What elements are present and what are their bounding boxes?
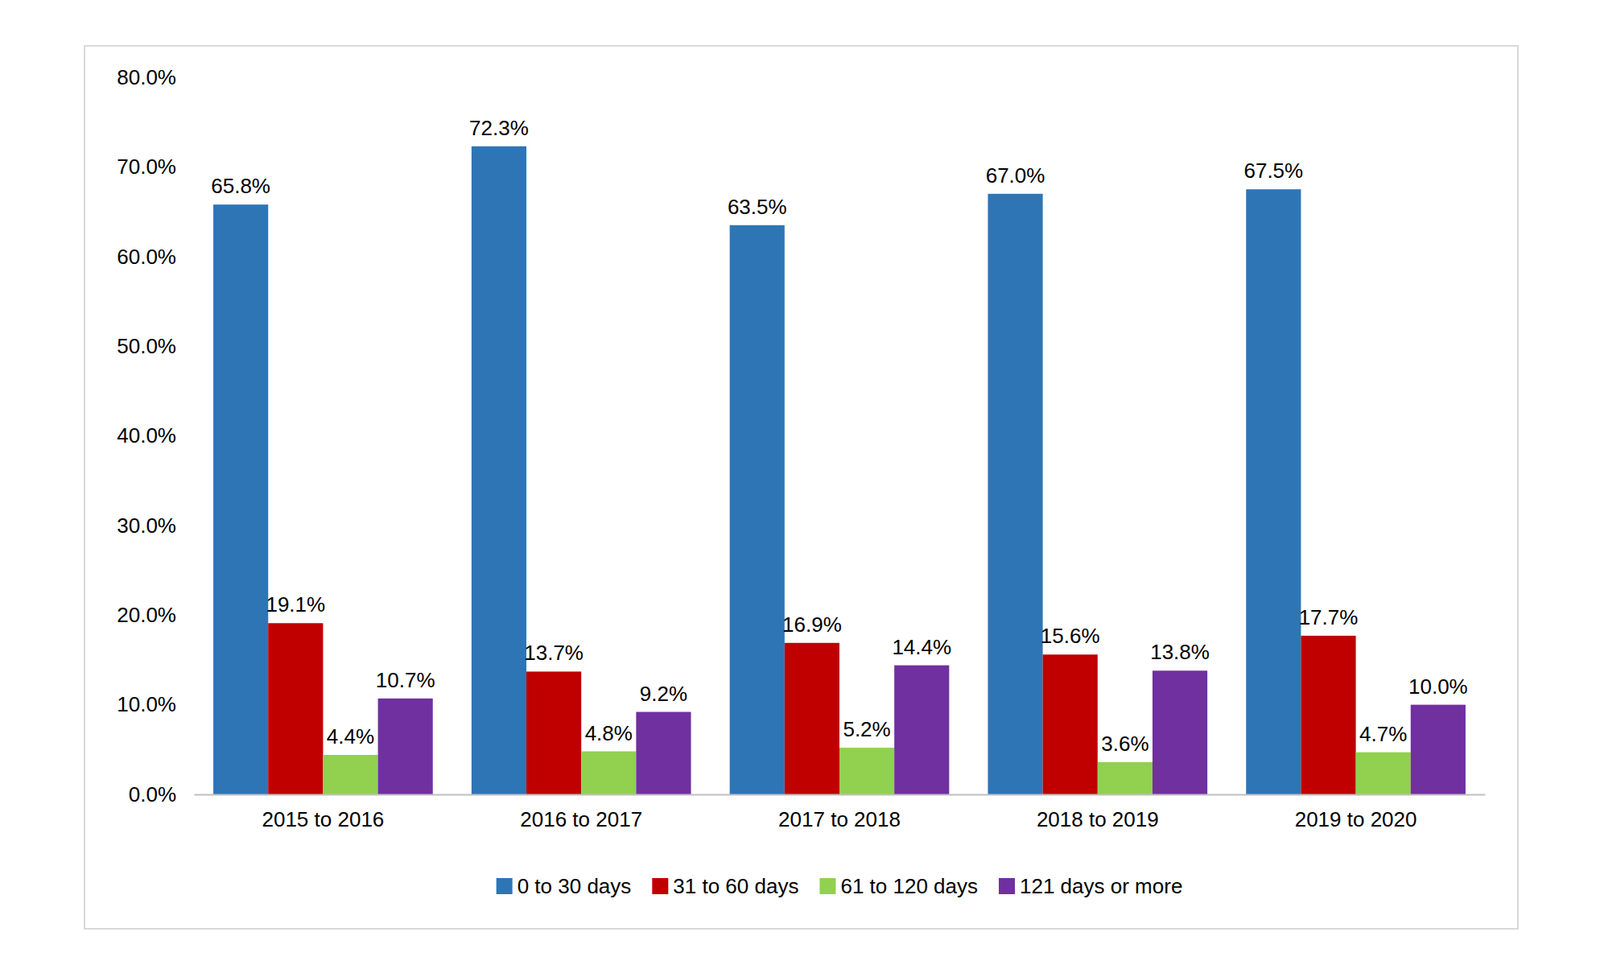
y-tick-label: 10.0% [116, 692, 177, 717]
bar [1152, 670, 1208, 795]
data-label: 13.8% [1150, 639, 1210, 664]
y-tick-label: 30.0% [116, 513, 177, 538]
x-tick-label: 2019 to 2020 [1294, 807, 1418, 832]
legend-item: 31 to 60 days [651, 874, 799, 899]
legend-swatch [998, 878, 1015, 895]
y-tick: 30.0% [116, 513, 194, 538]
data-label: 67.5% [1243, 158, 1304, 183]
legend: 0 to 30 days 31 to 60 days 61 to 120 days 1… [496, 874, 1184, 899]
bar [1245, 189, 1301, 795]
y-tick-label: 40.0% [116, 423, 177, 448]
data-label: 13.7% [523, 640, 584, 665]
data-label: 17.7% [1298, 605, 1359, 630]
bar-series [322, 747, 1411, 795]
y-axis-line [193, 78, 195, 796]
y-axis: 0.0% 10.0% 20.0% 30.0% 40.0% 50.0% 60.0% 70.0% 8… [116, 65, 194, 807]
y-tick: 60.0% [116, 244, 194, 269]
bar [729, 225, 785, 795]
data-label: 14.4% [891, 635, 952, 660]
bar [635, 712, 691, 795]
y-tick-label: 20.0% [116, 602, 177, 627]
data-label: 65.8% [210, 173, 271, 198]
y-tick: 20.0% [116, 602, 194, 627]
data-label: 5.2% [842, 717, 891, 742]
y-tick-label: 60.0% [116, 244, 177, 269]
y-tick: 40.0% [116, 423, 194, 448]
y-tick-label: 80.0% [116, 65, 177, 90]
bar [839, 747, 895, 795]
data-label: 72.3% [469, 115, 529, 141]
legend-swatch [819, 878, 836, 895]
legend-swatch [651, 878, 669, 895]
bar [471, 146, 527, 795]
bar [268, 622, 323, 795]
legend-item: 0 to 30 days [496, 874, 632, 899]
x-tick: 2017 to 2018 [778, 794, 901, 832]
legend-label: 121 days or more [1019, 874, 1183, 899]
x-tick: 2018 to 2019 [1036, 794, 1159, 832]
x-tick-label: 2015 to 2016 [261, 807, 384, 832]
data-label: 63.5% [727, 194, 788, 219]
bar [1300, 635, 1356, 795]
y-tick-label: 70.0% [116, 154, 177, 179]
bar [1097, 762, 1153, 795]
data-label: 16.9% [782, 612, 842, 637]
bar [526, 671, 582, 795]
legend-label: 31 to 60 days [672, 874, 799, 899]
x-axis-line [194, 794, 1486, 796]
x-axis: 2015 to 2016 2016 to 2017 2017 to 2018 2018… [194, 794, 1486, 832]
legend-label: 0 to 30 days [517, 874, 632, 899]
y-tick: 50.0% [116, 334, 194, 359]
data-label: 15.6% [1040, 623, 1101, 648]
x-tick-label: 2018 to 2019 [1036, 807, 1159, 832]
x-tick-label: 2017 to 2018 [778, 807, 901, 832]
y-tick: 0.0% [128, 782, 194, 807]
bar [1043, 654, 1098, 795]
bar [213, 204, 269, 795]
x-tick-label: 2016 to 2017 [519, 807, 643, 832]
y-tick-label: 0.0% [128, 782, 177, 807]
bars [213, 146, 1466, 795]
bar [1410, 705, 1466, 795]
x-tick: 2015 to 2016 [261, 794, 384, 832]
bar [581, 751, 636, 795]
legend-label: 61 to 120 days [840, 874, 978, 899]
x-tick: 2016 to 2017 [519, 794, 643, 832]
legend-item: 121 days or more [998, 874, 1183, 899]
data-label: 10.7% [375, 668, 436, 693]
bar [784, 643, 840, 795]
data-label: 3.6% [1101, 731, 1149, 756]
y-tick-label: 50.0% [116, 334, 177, 359]
data-label: 9.2% [639, 681, 688, 706]
data-label: 10.0% [1408, 674, 1469, 699]
data-label: 4.4% [326, 724, 375, 749]
data-label: 4.8% [585, 721, 633, 746]
bar-series [378, 665, 1466, 795]
legend-swatch [496, 878, 513, 895]
chart-frame [84, 45, 1518, 929]
bar [322, 754, 378, 795]
bar-series [213, 146, 1301, 795]
bar [987, 193, 1043, 795]
bar [1356, 752, 1411, 795]
data-label: 67.0% [985, 163, 1046, 188]
data-label: 4.7% [1359, 721, 1407, 747]
bar [894, 665, 949, 795]
y-tick: 70.0% [116, 154, 194, 179]
legend-item: 61 to 120 days [819, 874, 978, 899]
data-label: 19.1% [265, 592, 326, 617]
x-tick: 2019 to 2020 [1294, 794, 1418, 832]
data-labels: 65.8% 72.3% 63.5% 67.0% 67.5% 19.1% 13.7% 16.9%… [210, 115, 1468, 756]
chart: 0.0% 10.0% 20.0% 30.0% 40.0% 50.0% 60.0% 70.0% 8… [0, 0, 1600, 965]
y-tick: 10.0% [116, 692, 194, 717]
bar [378, 698, 433, 795]
bar-series [268, 622, 1356, 795]
y-tick: 80.0% [116, 65, 194, 90]
